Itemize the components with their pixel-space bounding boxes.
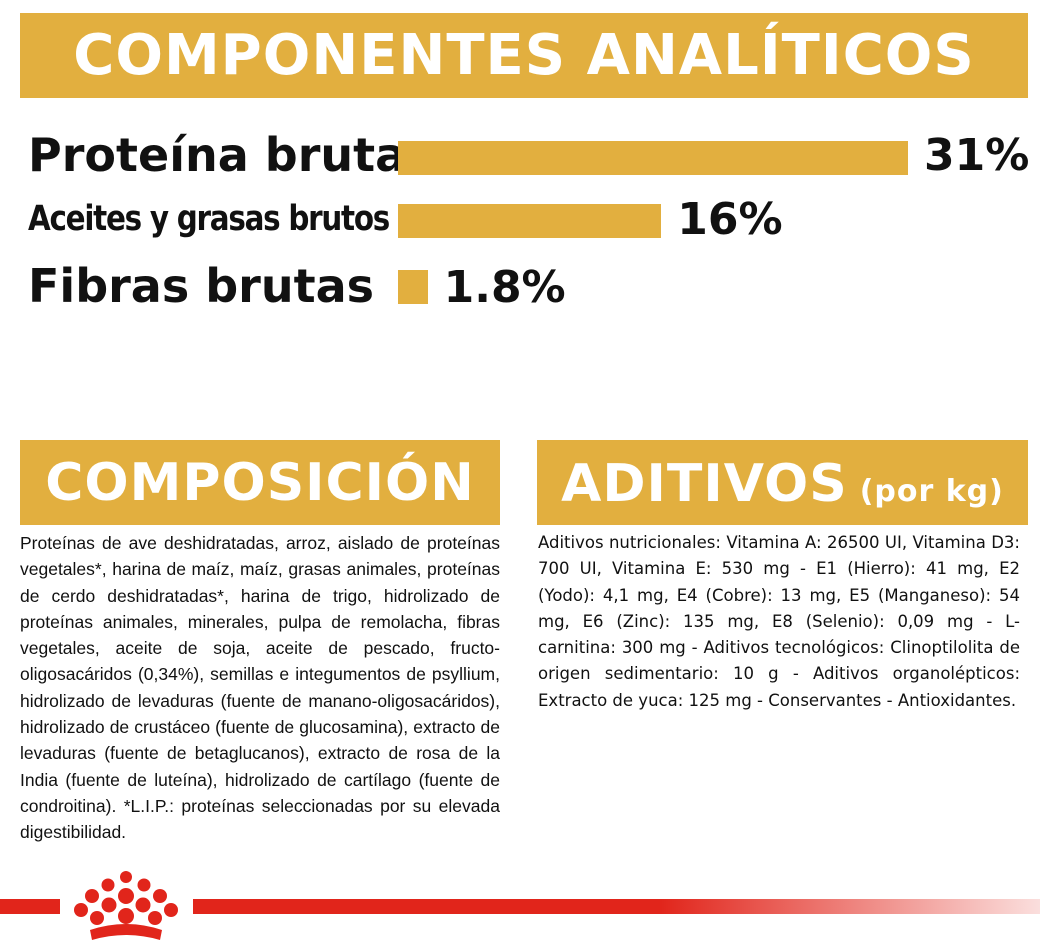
- nutrient-label: Proteína bruta: [28, 128, 407, 182]
- nutrient-value: 31%: [924, 130, 1030, 181]
- nutrient-value: 1.8%: [443, 262, 566, 313]
- composition-text: Proteínas de ave deshidratadas, arroz, a…: [20, 533, 500, 843]
- nutrient-label: Fibras brutas: [28, 259, 375, 313]
- additives-text: Aditivos nutricionales: Vitamina A: 2650…: [538, 533, 1020, 710]
- nutrient-bar: [398, 141, 908, 175]
- nutrient-bar: [398, 204, 662, 238]
- nutrient-bar: [398, 270, 428, 304]
- footer-red-line: [0, 899, 60, 914]
- additives-title-suffix: (por kg): [859, 474, 1004, 509]
- additives-title-main: ADITIVOS: [561, 454, 848, 514]
- nutrient-value: 16%: [677, 194, 783, 245]
- additives-title: ADITIVOS (por kg): [537, 440, 1028, 525]
- nutrient-label: Aceites y grasas brutos: [28, 199, 390, 239]
- footer-red-line: [193, 899, 1040, 914]
- crown-icon: [74, 871, 178, 940]
- analytical-components-title: COMPONENTES ANALÍTICOS: [20, 13, 1028, 98]
- composition-title: COMPOSICIÓN: [20, 440, 500, 525]
